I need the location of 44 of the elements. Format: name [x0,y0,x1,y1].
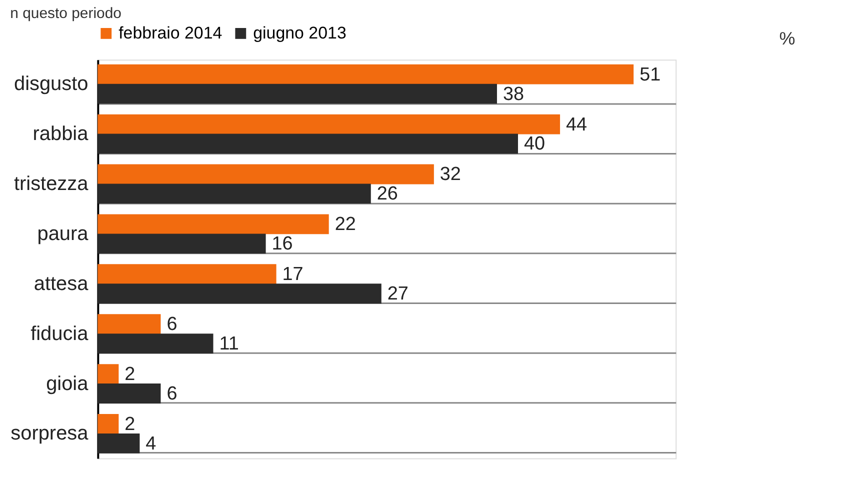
bar [98,284,382,304]
text: % [779,28,796,49]
legend-label: febbraio 2014 [118,23,222,42]
data-label: 6 [166,384,178,404]
y-tick-label: sorpresa [10,422,90,445]
data-label: 40 [524,134,546,155]
data-label: 27 [387,284,408,305]
data-label: 2 [124,414,136,435]
bar [98,64,634,84]
bar [98,134,518,154]
data-label: 26 [376,184,398,205]
bar [98,314,161,334]
y-tick-label: rabbia [32,123,90,146]
bar [98,334,214,354]
bar [98,84,497,104]
legend-label: giugno 2013 [253,23,346,42]
bar [98,414,119,434]
bar [98,384,161,404]
y-tick-label: disgusto [14,73,88,96]
data-label: 16 [272,234,293,255]
bar [98,434,140,454]
chart-title: n questo periodo [10,4,122,22]
y-tick-label: paura [37,222,90,245]
y-tick-label: fiducia [30,322,90,345]
y-tick-label: tristezza [14,172,90,195]
data-label: 44 [566,114,588,136]
data-label: 22 [334,214,356,236]
bar [98,184,371,204]
data-label: 17 [282,264,304,286]
data-label: 38 [502,84,524,105]
data-label: 6 [166,314,178,336]
bar [98,214,329,234]
y-tick-label: gioia [46,372,90,395]
data-label: 11 [219,334,239,355]
y-tick-label: attesa [34,272,90,295]
data-label: 4 [146,433,156,454]
data-label: 32 [440,164,461,186]
data-label: 51 [640,64,661,86]
bar [98,234,266,254]
bar [98,364,119,384]
bar [98,264,276,284]
bar [98,164,434,184]
data-label: 2 [124,364,136,386]
bar [98,114,560,134]
